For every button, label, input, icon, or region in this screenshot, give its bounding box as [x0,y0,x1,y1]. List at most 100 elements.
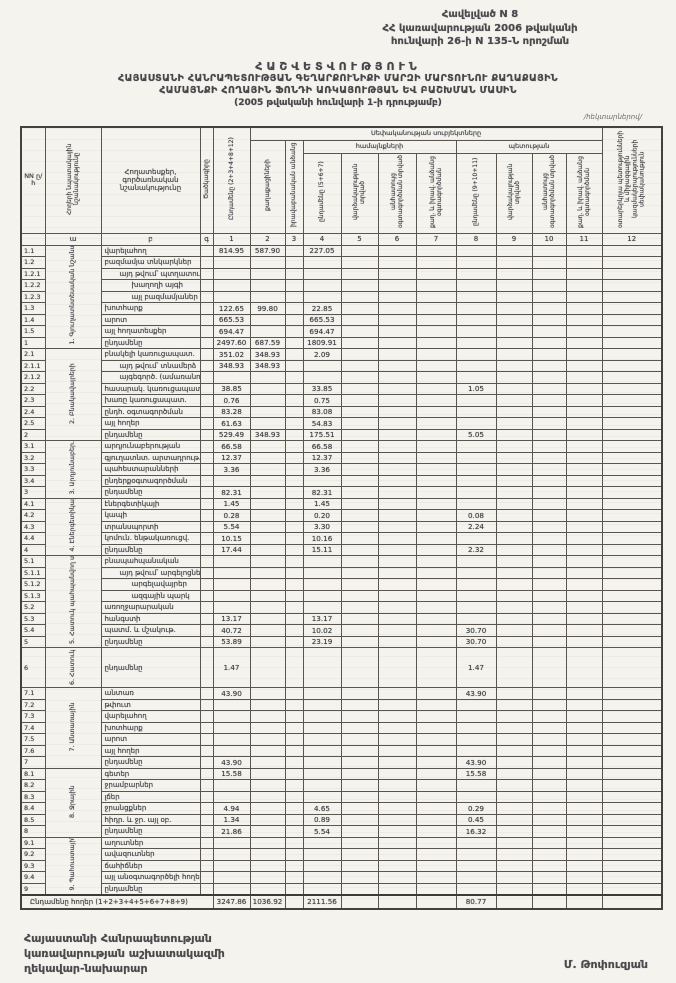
row-number: 6 [20,647,46,688]
code-cell [199,635,214,648]
row-number: 2 [20,428,46,441]
value-cell-col11 [565,532,603,545]
value-cell-col10 [531,302,567,315]
value-cell-col4: 1.45 [302,497,342,510]
value-cell-col9 [495,279,533,292]
section-label-text: 9. Պահուստային [69,837,77,891]
value-cell-col11 [565,825,603,838]
value-cell-col8 [455,417,497,430]
code-cell [199,848,214,861]
value-cell-col3 [284,302,304,315]
code-cell [199,359,214,372]
value-cell-col4 [302,744,342,757]
land-type-label: բնապահպանական [100,555,201,568]
code-cell [199,647,214,688]
value-cell-col12 [601,371,663,384]
code-cell [199,543,214,556]
code-cell [199,313,214,326]
land-type-label: արդյունաբերության [100,440,201,453]
land-type-label: գյուղատնտ. արտադրութ. [100,451,201,464]
value-cell-col4 [302,710,342,723]
table-row-1.1: 1.1 1. Գյուղատնտեսական նշանակության վարելա… [20,244,663,349]
value-cell-col8 [455,790,497,803]
grand-total-col6 [377,893,417,909]
code-cell [199,802,214,815]
value-cell-col7 [415,382,457,395]
value-cell-col12 [601,756,663,769]
value-cell-col8: 0.08 [455,509,497,522]
col-header-code: Ծածկագիրը [199,126,214,234]
value-cell-col11 [565,859,603,872]
value-cell-col11 [565,589,603,602]
value-cell-col3 [284,647,304,688]
value-cell-col2 [249,635,286,648]
value-cell-col4 [302,555,342,568]
value-cell-col9 [495,394,533,407]
value-cell-col1 [212,836,251,849]
value-cell-col3 [284,744,304,757]
value-cell-col5 [340,756,379,769]
row-number: 8 [20,825,46,838]
value-cell-col8 [455,589,497,602]
value-cell-col12 [601,543,663,556]
value-cell-col4: 10.16 [302,532,342,545]
value-cell-col9 [495,417,533,430]
value-cell-col3 [284,836,304,849]
row-number: 2.1.2 [20,371,46,384]
value-cell-col3 [284,767,304,780]
value-cell-col1 [212,474,251,487]
land-type-label: արոտ [100,733,201,746]
land-type-label: բնակելի կառուցապատ. [100,348,201,361]
value-cell-col10 [531,566,567,579]
table-row-3: 3 ընդամենը 82.31 82.31 [20,486,663,499]
value-cell-col5 [340,779,379,792]
value-cell-col2 [249,756,286,769]
col-header-legal-entities: իրավաբանական անձանց [284,139,304,234]
value-cell-col8: 30.70 [455,635,497,648]
value-cell-col12 [601,635,663,648]
value-cell-col7 [415,767,457,780]
value-cell-col10 [531,848,567,861]
value-cell-col9 [495,267,533,280]
value-cell-col2 [249,256,286,269]
value-cell-col11 [565,790,603,803]
value-cell-col5 [340,710,379,723]
value-cell-col3 [284,813,304,826]
row-number: 5.1.2 [20,578,46,591]
value-cell-col9 [495,256,533,269]
value-cell-col1: 4.94 [212,802,251,815]
value-cell-col3 [284,359,304,372]
value-cell-col9 [495,767,533,780]
value-cell-col2: 99.80 [249,302,286,315]
value-cell-col12 [601,813,663,826]
value-cell-col5 [340,647,379,688]
column-letter-6: 3 [284,232,304,246]
value-cell-col6 [377,601,417,614]
value-cell-col11 [565,325,603,338]
value-cell-col12 [601,589,663,602]
value-cell-col7 [415,463,457,476]
value-cell-col5 [340,428,379,441]
column-letter-3: գ [199,232,214,246]
value-cell-col9 [495,336,533,349]
code-cell [199,348,214,361]
col-header-community-leased: վարձակալության տրված [340,152,379,234]
table-row-9.3: 9.3 ճահիճներ [20,859,663,872]
code-cell [199,825,214,838]
value-cell-col6 [377,325,417,338]
value-cell-col7 [415,687,457,700]
value-cell-col4 [302,790,342,803]
value-cell-col3 [284,325,304,338]
value-cell-col5 [340,566,379,579]
value-cell-col2: 348.93 [249,428,286,441]
code-cell [199,267,214,280]
value-cell-col12 [601,256,663,269]
land-type-label: ճահիճներ [100,859,201,872]
land-type-label: հասարակ. կառուցապատ. [100,382,201,395]
land-type-label: վարելահող [100,244,201,257]
section-label-text: 2. Բնակավայրերի [69,363,77,424]
value-cell-col4: 694.47 [302,325,342,338]
value-cell-col7 [415,244,457,257]
value-cell-col10 [531,417,567,430]
value-cell-col11 [565,733,603,746]
